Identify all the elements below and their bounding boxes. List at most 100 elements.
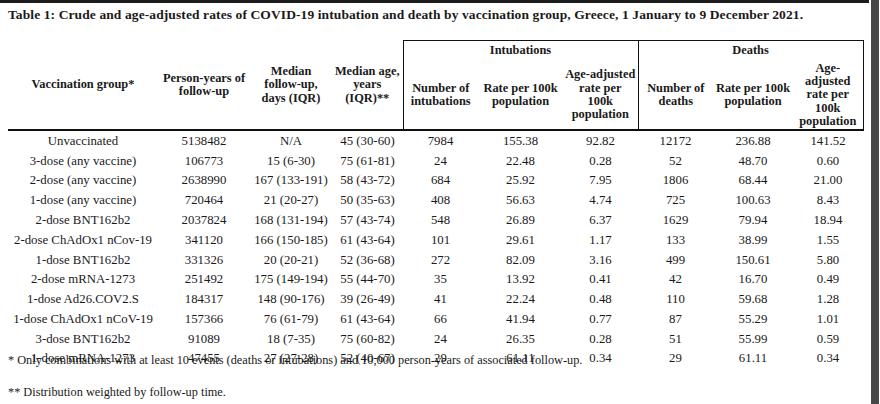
value-cell: 0.41 xyxy=(563,270,638,290)
value-cell: 1.17 xyxy=(563,230,638,250)
value-cell: 141.52 xyxy=(793,130,863,151)
vaccination-group-cell: 1-dose (any vaccine) xyxy=(8,191,158,211)
footnote-double-asterisk: ** Distribution weighted by follow-up ti… xyxy=(8,385,848,400)
col-header-rate-intubations: Rate per 100k population xyxy=(478,61,563,131)
value-cell: 45 (30-60) xyxy=(332,130,403,151)
value-cell: 68.44 xyxy=(713,171,793,191)
value-cell: 101 xyxy=(403,230,478,250)
value-cell: 1.01 xyxy=(793,309,863,329)
value-cell: 51 xyxy=(638,329,713,349)
value-cell: 39 (26-49) xyxy=(332,290,403,310)
table-title: Table 1: Crude and age-adjusted rates of… xyxy=(8,7,858,23)
value-cell: 7.95 xyxy=(563,171,638,191)
value-cell: 236.88 xyxy=(713,130,793,151)
value-cell: 175 (149-194) xyxy=(250,270,332,290)
value-cell: 55 (44-70) xyxy=(332,270,403,290)
value-cell: 251492 xyxy=(158,270,250,290)
vaccination-group-cell: 3-dose (any vaccine) xyxy=(8,151,158,171)
value-cell: 61 (43-64) xyxy=(332,309,403,329)
value-cell: N/A xyxy=(250,130,332,151)
page-right-edge xyxy=(871,0,879,404)
value-cell: 5.80 xyxy=(793,250,863,270)
value-cell: 1.55 xyxy=(793,230,863,250)
value-cell: 52 (36-68) xyxy=(332,250,403,270)
value-cell: 79.94 xyxy=(713,211,793,231)
value-cell: 0.59 xyxy=(793,329,863,349)
vaccination-group-cell: 2-dose BNT162b2 xyxy=(8,211,158,231)
value-cell: 184317 xyxy=(158,290,250,310)
table-row: 1-dose (any vaccine)72046421 (20-27)50 (… xyxy=(8,191,863,211)
value-cell: 155.38 xyxy=(478,130,563,151)
vaccination-group-cell: 3-dose BNT162b2 xyxy=(8,329,158,349)
value-cell: 7984 xyxy=(403,130,478,151)
value-cell: 59.68 xyxy=(713,290,793,310)
value-cell: 75 (60-82) xyxy=(332,329,403,349)
value-cell: 55.29 xyxy=(713,309,793,329)
value-cell: 42 xyxy=(638,270,713,290)
vaccination-group-cell: 2-dose (any vaccine) xyxy=(8,171,158,191)
col-header-adj-rate-intubations: Age-adjusted rate per 100k population xyxy=(563,61,638,131)
value-cell: 18.94 xyxy=(793,211,863,231)
value-cell: 35 xyxy=(403,270,478,290)
value-cell: 106773 xyxy=(158,151,250,171)
value-cell: 61 (43-64) xyxy=(332,230,403,250)
value-cell: 38.99 xyxy=(713,230,793,250)
value-cell: 6.37 xyxy=(563,211,638,231)
value-cell: 21 (20-27) xyxy=(250,191,332,211)
value-cell: 0.77 xyxy=(563,309,638,329)
vaccination-group-cell: 1-dose BNT162b2 xyxy=(8,250,158,270)
col-header-vaccination-group: Vaccination group* xyxy=(8,41,158,131)
value-cell: 25.92 xyxy=(478,171,563,191)
value-cell: 18 (7-35) xyxy=(250,329,332,349)
value-cell: 26.35 xyxy=(478,329,563,349)
value-cell: 50 (35-63) xyxy=(332,191,403,211)
value-cell: 0.28 xyxy=(563,329,638,349)
value-cell: 499 xyxy=(638,250,713,270)
value-cell: 41 xyxy=(403,290,478,310)
table-row: 1-dose BNT162b233132620 (20-21)52 (36-68… xyxy=(8,250,863,270)
value-cell: 684 xyxy=(403,171,478,191)
value-cell: 41.94 xyxy=(478,309,563,329)
table-body: Unvaccinated5138482N/A45 (30-60)7984155.… xyxy=(8,130,863,368)
value-cell: 157366 xyxy=(158,309,250,329)
value-cell: 167 (133-191) xyxy=(250,171,332,191)
table-row: 3-dose (any vaccine)10677315 (6-30)75 (6… xyxy=(8,151,863,171)
value-cell: 3.16 xyxy=(563,250,638,270)
value-cell: 1629 xyxy=(638,211,713,231)
value-cell: 87 xyxy=(638,309,713,329)
footnote-single-asterisk: * Only combinations with at least 10 eve… xyxy=(8,353,848,368)
table-header: Vaccination group* Person-years of follo… xyxy=(8,41,863,131)
table-row: 2-dose (any vaccine)2638990167 (133-191)… xyxy=(8,171,863,191)
value-cell: 21.00 xyxy=(793,171,863,191)
vaccination-group-cell: 2-dose mRNA-1273 xyxy=(8,270,158,290)
col-header-number-intubations: Number of intubations xyxy=(403,61,478,131)
value-cell: 408 xyxy=(403,191,478,211)
value-cell: 24 xyxy=(403,329,478,349)
table-row: 2-dose mRNA-1273251492175 (149-194)55 (4… xyxy=(8,270,863,290)
value-cell: 58 (43-72) xyxy=(332,171,403,191)
value-cell: 133 xyxy=(638,230,713,250)
value-cell: 56.63 xyxy=(478,191,563,211)
col-header-median-age: Median age, years (IQR)** xyxy=(332,41,403,131)
value-cell: 100.63 xyxy=(713,191,793,211)
value-cell: 22.24 xyxy=(478,290,563,310)
value-cell: 57 (43-74) xyxy=(332,211,403,231)
value-cell: 1.28 xyxy=(793,290,863,310)
value-cell: 26.89 xyxy=(478,211,563,231)
table-row: 3-dose BNT162b29108918 (7-35)75 (60-82)2… xyxy=(8,329,863,349)
group-header-intubations: Intubations xyxy=(403,41,638,61)
value-cell: 166 (150-185) xyxy=(250,230,332,250)
col-header-person-years: Person-years of follow-up xyxy=(158,41,250,131)
value-cell: 0.49 xyxy=(793,270,863,290)
value-cell: 110 xyxy=(638,290,713,310)
value-cell: 75 (61-81) xyxy=(332,151,403,171)
vaccination-group-cell: 2-dose ChAdOx1 nCov-19 xyxy=(8,230,158,250)
value-cell: 92.82 xyxy=(563,130,638,151)
vaccination-group-cell: 1-dose ChAdOx1 nCoV-19 xyxy=(8,309,158,329)
value-cell: 29.61 xyxy=(478,230,563,250)
value-cell: 24 xyxy=(403,151,478,171)
value-cell: 341120 xyxy=(158,230,250,250)
value-cell: 13.92 xyxy=(478,270,563,290)
value-cell: 55.99 xyxy=(713,329,793,349)
value-cell: 66 xyxy=(403,309,478,329)
